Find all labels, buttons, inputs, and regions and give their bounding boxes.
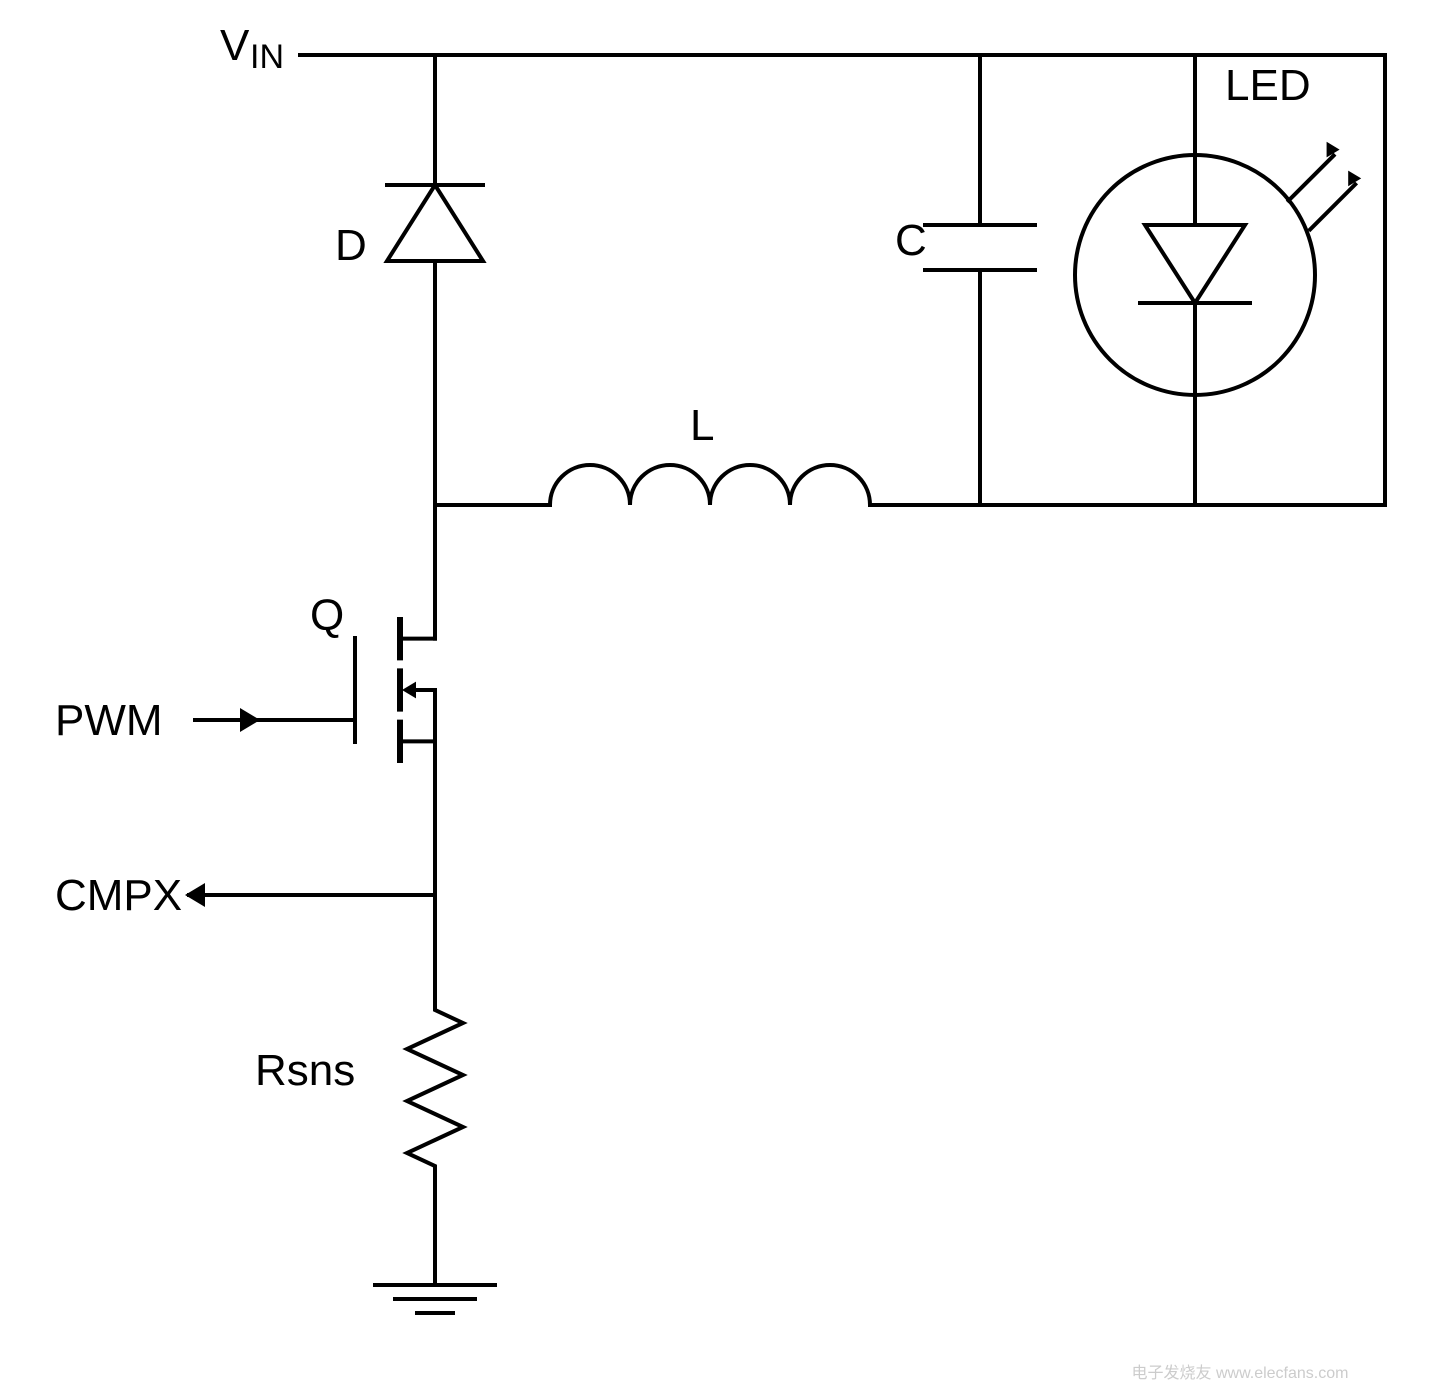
c-label: C (895, 216, 927, 265)
resistor-rsns (407, 1000, 463, 1175)
inductor-l (550, 465, 870, 505)
cmpx-label: CMPX (55, 871, 182, 920)
q-label: Q (310, 591, 344, 640)
vin-label: V (220, 21, 250, 70)
l-label: L (690, 401, 714, 450)
led-label: LED (1225, 61, 1311, 110)
pwm-label: PWM (55, 696, 163, 745)
vin-sub-label: IN (250, 38, 284, 76)
circuit-diagram: VIN D Q PWM CMPX Rsns L C LED 电子发烧友 www.elecfans.… (0, 0, 1455, 1396)
rsns-label: Rsns (255, 1046, 355, 1095)
d-label: D (335, 221, 367, 270)
watermark-text: 电子发烧友 www.elecfans.com (1132, 1364, 1349, 1382)
